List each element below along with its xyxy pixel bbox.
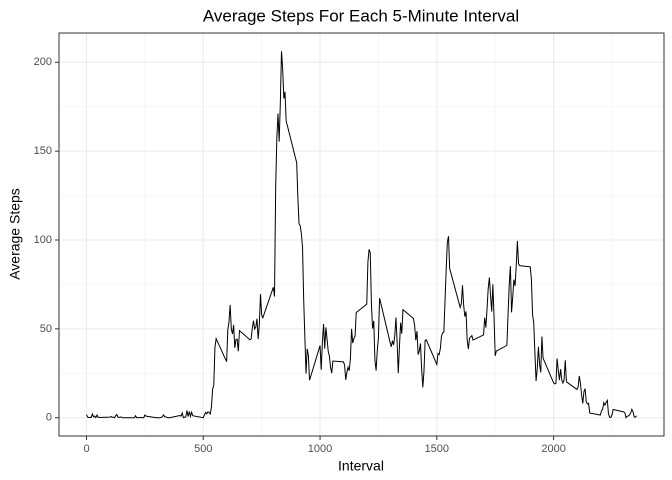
x-tick-label: 0: [83, 443, 89, 455]
x-tick-label: 1500: [425, 443, 449, 455]
chart-title: Average Steps For Each 5-Minute Interval: [203, 6, 519, 25]
panel-border: [58, 32, 665, 437]
x-tick-label: 2000: [541, 443, 565, 455]
y-tick-label: 100: [34, 234, 52, 246]
x-axis-label: Interval: [338, 458, 384, 474]
y-tick-label: 150: [34, 145, 52, 157]
y-axis-label: Average Steps: [7, 188, 23, 280]
x-tick-label: 1000: [308, 443, 332, 455]
x-tick-label: 500: [194, 443, 212, 455]
y-tick-label: 200: [34, 56, 52, 68]
data-line: [86, 51, 637, 419]
y-tick-label: 50: [40, 323, 52, 335]
y-tick-label: 0: [46, 412, 52, 424]
